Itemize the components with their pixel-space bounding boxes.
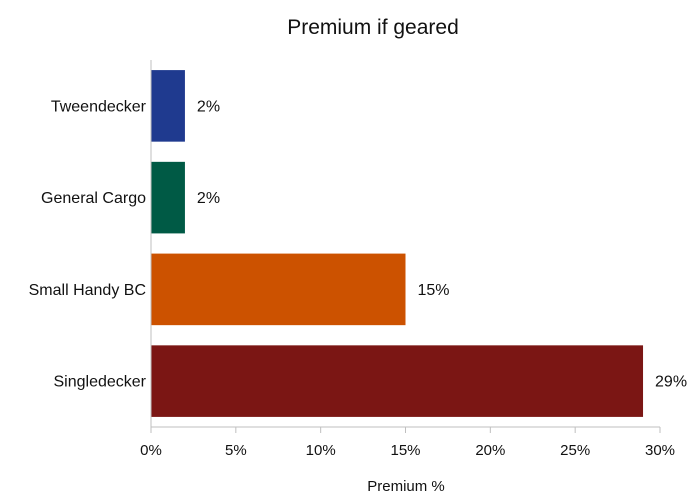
x-tick-label: 15% [390,442,420,459]
data-label: 2% [197,98,220,115]
x-tick-label: 0% [140,442,162,459]
bar-small-handy-bc [151,253,406,326]
category-label: Small Handy BC [29,282,146,299]
bar-singledecker [151,345,644,417]
category-label: Tweendecker [51,98,147,115]
bar-tweendecker [151,70,185,142]
chart-title: Premium if geared [287,16,459,39]
category-label: General Cargo [41,190,146,207]
data-label: 15% [418,282,450,299]
category-label: Singledecker [54,374,147,391]
x-tick-label: 25% [560,442,590,459]
data-label: 29% [655,374,687,391]
x-axis-title: Premium % [367,478,445,495]
x-tick-label: 10% [306,442,336,459]
x-tick-label: 30% [645,442,675,459]
x-tick-label: 20% [475,442,505,459]
x-tick-label: 5% [225,442,247,459]
x-axis: 0% 5% 10% 15% 20% 25% 30% [140,60,675,459]
data-label: 2% [197,190,220,207]
bar-general-cargo [151,161,185,234]
bars-layer: Tweendecker 2% General Cargo 2% Small Handy … [29,70,687,417]
